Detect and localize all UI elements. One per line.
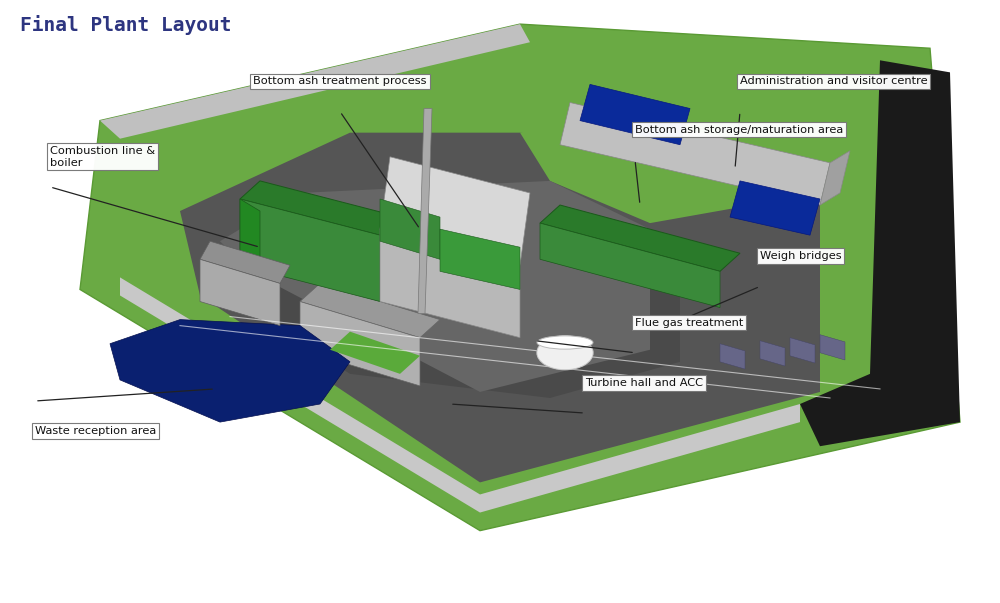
Polygon shape (440, 229, 520, 289)
Polygon shape (560, 103, 830, 205)
Polygon shape (730, 181, 820, 235)
Text: Bottom ash treatment process: Bottom ash treatment process (253, 77, 427, 86)
Circle shape (537, 336, 593, 370)
Polygon shape (520, 109, 820, 223)
Polygon shape (240, 199, 380, 302)
Polygon shape (720, 344, 745, 369)
Text: Combustion line &
boiler: Combustion line & boiler (50, 146, 155, 168)
Text: Turbine hall and ACC: Turbine hall and ACC (585, 378, 703, 388)
Polygon shape (200, 241, 290, 283)
Polygon shape (760, 341, 785, 366)
Polygon shape (180, 133, 820, 482)
Text: Waste reception area: Waste reception area (35, 426, 156, 436)
Polygon shape (110, 320, 350, 422)
Polygon shape (800, 60, 960, 446)
Polygon shape (300, 283, 440, 338)
Polygon shape (220, 181, 650, 392)
Polygon shape (380, 199, 440, 259)
Polygon shape (540, 205, 740, 271)
Text: Flue gas treatment: Flue gas treatment (635, 318, 743, 327)
Text: Weigh bridges: Weigh bridges (760, 251, 842, 261)
Polygon shape (100, 24, 530, 139)
Polygon shape (418, 109, 432, 314)
Polygon shape (380, 157, 530, 265)
Polygon shape (240, 181, 400, 235)
Text: Administration and visitor centre: Administration and visitor centre (740, 77, 928, 86)
Polygon shape (300, 302, 420, 386)
Polygon shape (220, 229, 680, 398)
Polygon shape (790, 338, 815, 363)
Ellipse shape (537, 336, 593, 349)
Text: Final Plant Layout: Final Plant Layout (20, 15, 232, 35)
Text: Bottom ash storage/maturation area: Bottom ash storage/maturation area (635, 125, 843, 134)
Polygon shape (120, 277, 800, 513)
Polygon shape (80, 24, 960, 531)
Polygon shape (540, 223, 720, 308)
Polygon shape (580, 84, 690, 145)
Polygon shape (820, 335, 845, 360)
Circle shape (537, 336, 593, 370)
Polygon shape (380, 229, 520, 338)
Polygon shape (240, 199, 260, 277)
Polygon shape (330, 332, 420, 374)
Polygon shape (820, 151, 850, 205)
Polygon shape (200, 259, 280, 326)
